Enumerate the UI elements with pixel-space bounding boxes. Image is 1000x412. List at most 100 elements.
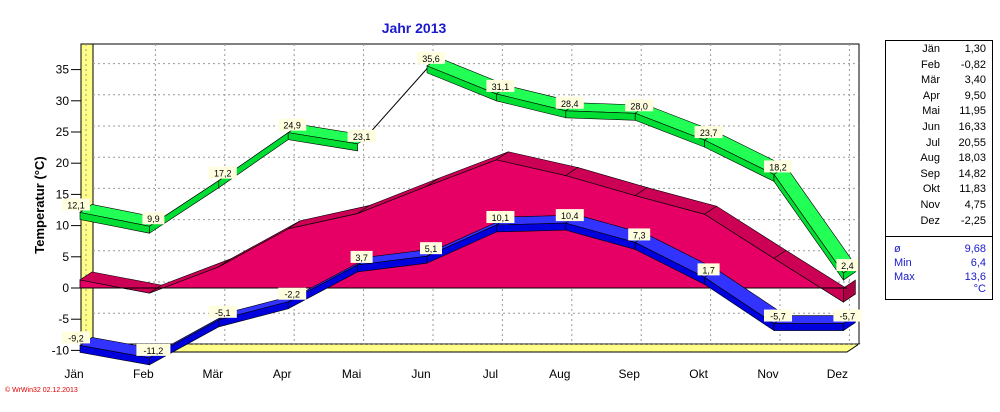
min-series-label: 5,1 [425, 244, 438, 254]
x-tick-label: Dez [827, 367, 848, 381]
y-tick-label: 30 [56, 94, 70, 108]
mean-area-side [843, 279, 856, 303]
legend-divider [886, 236, 992, 237]
min-series-label: 10,1 [492, 213, 510, 223]
max-series-label-bg [836, 259, 859, 272]
legend-month-value: 16,33 [958, 121, 986, 133]
max-series-label: 28,0 [630, 101, 648, 111]
legend-month-label: Mai [922, 105, 940, 118]
x-tick-label: Sep [619, 367, 641, 381]
legend-panel: Jän 1,30 Feb -0,82 Mär 3,40 Apr 9,50 Mai 11,95 Jun… [885, 40, 993, 300]
legend-stat-label: Max [894, 271, 915, 283]
legend-row-4: Mai 11,95 [886, 105, 986, 121]
legend-month-label: Apr [922, 89, 940, 102]
max-series-label: 12,1 [67, 200, 85, 210]
legend-row-2: Mär 3,40 [886, 74, 986, 90]
max-series-label-bg [142, 212, 165, 225]
max-series-label: 24,9 [283, 121, 301, 131]
x-tick-label: Jul [483, 367, 498, 381]
legend-month-value: 1,30 [964, 43, 986, 55]
plot-left-wall [80, 43, 94, 353]
max-series-label: 23,1 [353, 132, 371, 142]
x-tick-label: Aug [549, 367, 570, 381]
plot-floor [79, 343, 861, 353]
legend-stat-value: 6,4 [970, 257, 986, 269]
min-series-label-bg [136, 343, 171, 356]
y-axis-label: Temperatur (°C) [32, 156, 47, 253]
min-series-segment-front [496, 222, 567, 233]
min-series-label-bg [278, 287, 307, 300]
legend-month-value: 18,03 [958, 152, 986, 165]
min-series-segment-front [773, 323, 844, 331]
legend-stat-label: ø [894, 243, 901, 255]
legend-row-0: Jän 1,30 [886, 43, 986, 59]
y-tick-label: 35 [56, 63, 70, 77]
x-tick-label: Feb [133, 367, 154, 381]
legend-stat-row-2: Max 13,6 [886, 271, 986, 285]
max-series-label-bg [278, 118, 307, 131]
legend-month-value: 14,82 [958, 167, 986, 180]
max-series-label-bg [208, 166, 237, 179]
y-tick-label: 10 [56, 219, 70, 233]
legend-month-value: 4,75 [964, 199, 986, 211]
min-series-label: -2,2 [284, 290, 300, 300]
max-series-segment-front [287, 132, 358, 152]
legend-row-8: Sep 14,82 [886, 168, 986, 184]
y-tick-label: 15 [56, 187, 70, 201]
max-series-label: 17,2 [214, 169, 232, 179]
min-series-label: -11,2 [143, 346, 163, 356]
max-series-connector [363, 61, 434, 141]
min-series-label: -9,2 [68, 333, 84, 343]
y-tick-label: -5 [58, 312, 69, 326]
legend-month-value: 3,40 [964, 74, 986, 87]
min-series-label: -5,1 [215, 308, 231, 318]
max-series-label: 23,7 [700, 128, 718, 138]
legend-month-label: Mär [921, 74, 940, 87]
max-series-label: 2,4 [841, 261, 854, 271]
x-tick-label: Jun [411, 367, 430, 381]
max-series-label-bg [417, 51, 445, 64]
min-series-label: 7,3 [633, 230, 646, 240]
legend-stat-value: 9,68 [964, 243, 986, 255]
min-series-label-bg [555, 209, 584, 222]
legend-stat-label: Min [894, 257, 912, 269]
max-series-label-bg [347, 129, 376, 142]
legend-stat-row-1: Min 6,4 [886, 257, 986, 271]
legend-stat-value: 13,6 [964, 271, 986, 283]
y-tick-label: 20 [56, 156, 70, 170]
legend-month-value: 20,55 [958, 136, 986, 149]
legend-month-label: Jän [922, 43, 940, 55]
max-series-label-bg [694, 126, 723, 139]
chart-title: Jahr 2013 [382, 20, 447, 36]
min-series-label: -5,7 [770, 312, 786, 322]
min-series-label: 10,4 [561, 211, 579, 221]
min-series-label-bg [208, 305, 237, 318]
y-tick-label: 25 [56, 125, 70, 139]
legend-month-value: 11,83 [959, 183, 986, 196]
legend-unit: °C [973, 283, 986, 295]
min-series-label: -5,7 [840, 312, 856, 322]
legend-row-7: Aug 18,03 [886, 152, 986, 168]
x-tick-label: Nov [757, 367, 778, 381]
min-series-label-bg [350, 250, 373, 263]
legend-row-10: Nov 4,75 [886, 199, 986, 215]
x-tick-label: Apr [273, 367, 292, 381]
max-series-label: 9,9 [147, 214, 160, 224]
min-series-label: 1,7 [702, 265, 715, 275]
legend-row-5: Jun 16,33 [886, 121, 986, 137]
max-series-label: 18,2 [769, 162, 787, 172]
y-tick-label: -10 [52, 343, 70, 357]
chart-svg: -10 -5 0 5 10 15 20 25 30 35 Jän Feb Mär Apr Mai Jun Jul… [32, 20, 862, 381]
legend-month-value: -0,82 [960, 58, 986, 71]
legend-month-label: Jul [925, 136, 940, 149]
legend-row-3: Apr 9,50 [886, 90, 986, 106]
legend-month-label: Feb [921, 58, 940, 71]
max-series-label-bg [764, 160, 792, 173]
max-series-label-bg [486, 79, 515, 92]
legend-month-label: Nov [920, 199, 940, 211]
max-series-label-bg [62, 198, 90, 211]
x-tick-label: Mär [202, 367, 223, 381]
legend-month-value: 11,95 [959, 105, 986, 118]
legend-month-label: Jun [922, 121, 940, 133]
max-series-label-bg [555, 96, 584, 109]
